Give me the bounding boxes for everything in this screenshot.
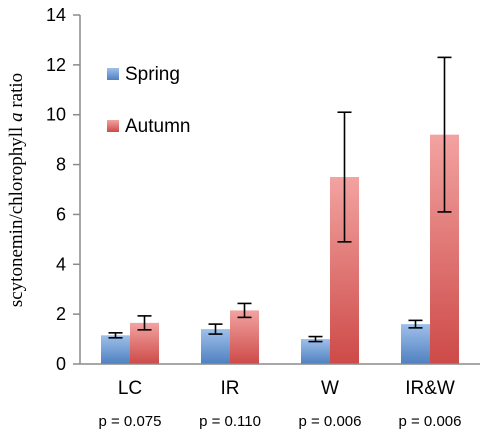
y-axis-title: scytonemin/chlorophyll a ratio xyxy=(6,73,27,307)
error-bar-spring-lc xyxy=(108,332,123,339)
y-tick-label: 12 xyxy=(46,55,66,75)
bar-spring-ir xyxy=(201,329,230,364)
y-axis-title-part-3: ratio xyxy=(6,73,27,113)
bar-autumn-ir xyxy=(230,310,259,364)
y-tick-label: 4 xyxy=(56,254,66,274)
bar-spring-w xyxy=(301,339,330,364)
y-tick-label: 14 xyxy=(46,5,66,25)
error-bar-autumn-lc xyxy=(137,315,152,331)
legend-label-autumn: Autumn xyxy=(125,116,190,137)
error-bar-autumn-w xyxy=(337,111,352,243)
y-tick-label: 2 xyxy=(56,304,66,324)
legend-label-spring: Spring xyxy=(125,64,180,85)
y-tick-label: 0 xyxy=(56,354,66,374)
error-bar-spring-ir xyxy=(208,323,223,335)
p-value-label: p = 0.006 xyxy=(399,413,462,430)
bar-spring-lc xyxy=(101,335,130,364)
error-bar-autumn-ir xyxy=(237,302,252,319)
y-tick-label: 10 xyxy=(46,105,66,125)
bar-spring-irw xyxy=(401,324,430,364)
error-bar-spring-irw xyxy=(408,319,423,329)
y-axis-title-part-1: scytonemin/chlorophyll xyxy=(6,122,27,307)
p-value-label: p = 0.006 xyxy=(299,413,362,430)
error-bar-spring-w xyxy=(308,335,323,343)
error-bar-autumn-irw xyxy=(437,56,452,213)
bars xyxy=(101,134,459,364)
y-tick-label: 6 xyxy=(56,204,66,224)
y-axis-title-italic: a xyxy=(6,112,27,122)
y-tick-label: 8 xyxy=(56,155,66,175)
legend-swatch-autumn xyxy=(107,120,119,132)
legend: Spring Autumn xyxy=(107,64,190,137)
x-axis: LC p = 0.075 IR p = 0.110 Wp = 0.006 IR&W p = … xyxy=(80,363,480,430)
error-bars xyxy=(108,56,452,343)
y-axis: 0 2 4 6 8 10 12 14 xyxy=(46,5,81,374)
x-category-label: IR&W xyxy=(405,378,455,399)
x-category-label: LC xyxy=(118,378,142,399)
p-value-label: p = 0.110 xyxy=(199,413,261,430)
x-category-label: W xyxy=(321,378,339,399)
p-value-label: p = 0.075 xyxy=(99,413,162,430)
legend-swatch-spring xyxy=(107,68,119,80)
x-category-label: IR xyxy=(221,378,240,399)
